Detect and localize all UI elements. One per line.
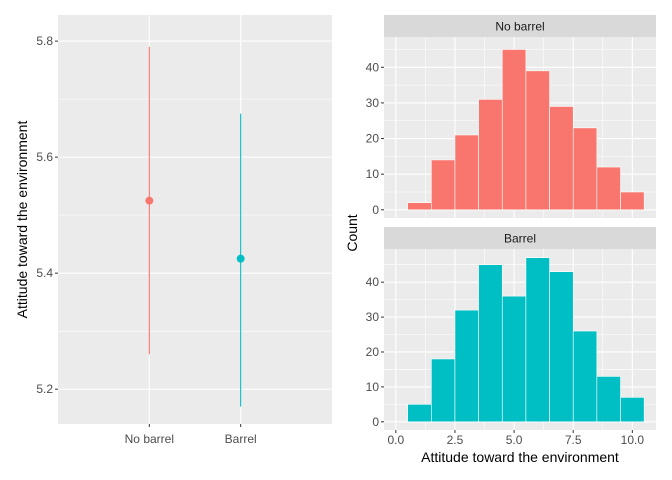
- pointrange-y-axis: 5.2 5.4 5.6 5.8: [36, 34, 58, 396]
- x-tick-label: 2.5: [447, 433, 464, 447]
- pointrange-y-axis-title: Attitude toward the environment: [14, 121, 30, 319]
- histogram-bar-barrel: [431, 358, 456, 423]
- histogram-chart: No barrel 0 10 20 30 40 Barrel 0 10 20 30 40 0.0…: [344, 15, 656, 465]
- histogram-bar-barrel: [478, 264, 503, 423]
- histogram-x-axis-title: Attitude toward the environment: [421, 449, 619, 465]
- histogram-bar-no-barrel: [478, 99, 503, 211]
- histogram-bar-barrel: [620, 397, 645, 423]
- y-tick-label: 20: [366, 345, 380, 359]
- y-tick-label: 0: [372, 203, 379, 217]
- x-tick-label: 5.0: [506, 433, 523, 447]
- histogram-bar-barrel: [501, 295, 527, 423]
- histogram-bar-no-barrel: [407, 202, 432, 211]
- y-tick-label: 10: [366, 167, 380, 181]
- histogram-bar-barrel: [596, 376, 621, 423]
- y-tick-label: 40: [366, 60, 380, 74]
- histogram-bar-barrel: [525, 257, 550, 423]
- mean-point-no-barrel: [145, 196, 154, 205]
- histogram-bar-no-barrel: [501, 49, 527, 211]
- y-tick-label: 30: [366, 310, 380, 324]
- y-tick-label: 20: [366, 132, 380, 146]
- facet-label-barrel: Barrel: [504, 232, 536, 246]
- facet-label-no-barrel: No barrel: [495, 20, 544, 34]
- mean-point-barrel: [236, 254, 245, 263]
- y-tick-label: 0: [372, 415, 379, 429]
- y-tick-label: 5.4: [36, 266, 53, 280]
- pointrange-x-axis: No barrel Barrel: [125, 424, 257, 446]
- histogram-bar-barrel: [572, 330, 598, 423]
- histogram-bars-barrel: [407, 257, 645, 423]
- histogram-bar-no-barrel: [572, 127, 598, 211]
- histogram-bar-no-barrel: [431, 159, 456, 211]
- histogram-bar-no-barrel: [549, 106, 574, 211]
- histogram-bar-barrel: [454, 309, 479, 423]
- x-tick-label: 10.0: [621, 433, 645, 447]
- x-tick-label-barrel: Barrel: [225, 432, 257, 446]
- pointrange-chart: 5.2 5.4 5.6 5.8 No barrel Barrel Attitude to…: [14, 15, 332, 446]
- histogram-bar-no-barrel: [620, 191, 645, 211]
- histogram-bar-no-barrel: [525, 70, 550, 211]
- y-tick-label: 30: [366, 96, 380, 110]
- pointrange-panel: [58, 15, 332, 424]
- histogram-bar-no-barrel: [596, 166, 621, 211]
- facet-strip-no-barrel: [384, 15, 656, 37]
- histogram-bars-no-barrel: [407, 49, 645, 211]
- y-tick-label: 5.8: [36, 34, 53, 48]
- facet-strip-barrel: [384, 227, 656, 249]
- y-tick-label: 5.6: [36, 150, 53, 164]
- x-tick-label: 7.5: [565, 433, 582, 447]
- histogram-bar-barrel: [549, 271, 574, 423]
- histogram-y-axis-no-barrel: 0 10 20 30 40: [366, 60, 384, 217]
- histogram-bar-no-barrel: [454, 134, 479, 211]
- x-tick-label: 0.0: [387, 433, 404, 447]
- x-tick-label-no-barrel: No barrel: [125, 432, 174, 446]
- y-tick-label: 5.2: [36, 382, 53, 396]
- histogram-bar-barrel: [407, 404, 432, 423]
- y-tick-label: 40: [366, 275, 380, 289]
- pointrange-marks: [145, 46, 245, 407]
- histogram-y-axis-barrel: 0 10 20 30 40: [366, 275, 384, 429]
- histogram-y-axis-title: Count: [344, 214, 360, 251]
- y-tick-label: 10: [366, 380, 380, 394]
- histogram-x-axis: 0.0 2.5 5.0 7.5 10.0: [387, 430, 644, 447]
